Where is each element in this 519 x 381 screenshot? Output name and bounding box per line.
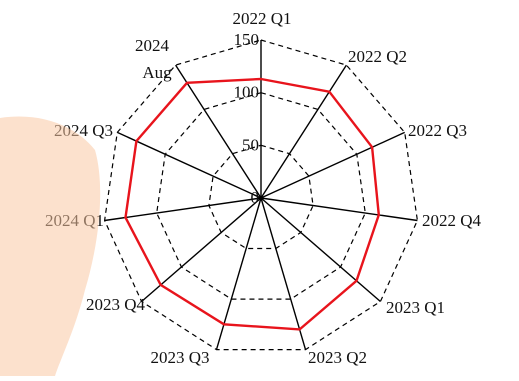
background-watermark-shape bbox=[0, 0, 519, 376]
